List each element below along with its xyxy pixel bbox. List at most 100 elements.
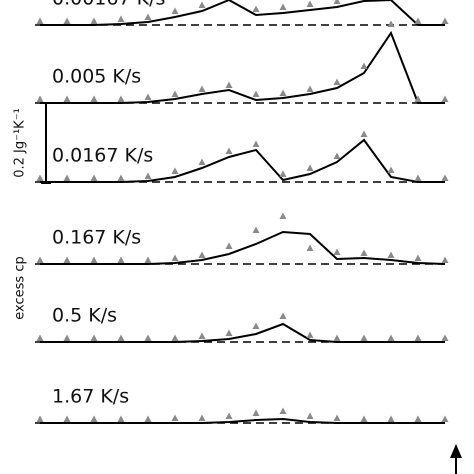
data-marker bbox=[279, 312, 287, 319]
data-marker bbox=[306, 412, 314, 419]
data-marker bbox=[144, 415, 152, 422]
data-marker bbox=[360, 415, 368, 422]
data-marker bbox=[279, 89, 287, 96]
data-marker bbox=[333, 152, 341, 159]
data-marker bbox=[117, 334, 125, 341]
data-marker bbox=[387, 415, 395, 422]
data-marker bbox=[171, 167, 179, 174]
data-marker bbox=[387, 166, 395, 173]
data-marker bbox=[225, 242, 233, 249]
data-marker bbox=[198, 414, 206, 421]
data-marker bbox=[117, 15, 125, 22]
data-marker bbox=[90, 334, 98, 341]
data-marker bbox=[63, 174, 71, 181]
data-marker bbox=[414, 415, 422, 422]
data-marker bbox=[279, 3, 287, 10]
data-marker bbox=[36, 256, 44, 263]
data-marker bbox=[144, 93, 152, 100]
model-curve bbox=[40, 138, 445, 183]
data-marker bbox=[171, 254, 179, 261]
data-marker bbox=[387, 20, 395, 27]
data-marker bbox=[171, 90, 179, 97]
data-marker bbox=[414, 17, 422, 24]
data-marker bbox=[63, 415, 71, 422]
rate-label: 0.167 K/s bbox=[52, 227, 141, 249]
data-marker bbox=[387, 251, 395, 258]
scale-bar-label: 0.2 Jg⁻¹K⁻¹ bbox=[13, 108, 28, 178]
rate-label: 0.5 K/s bbox=[52, 305, 117, 327]
rate-label: 0.005 K/s bbox=[52, 66, 141, 88]
data-marker bbox=[252, 5, 260, 12]
data-marker bbox=[225, 412, 233, 419]
data-marker bbox=[171, 414, 179, 421]
data-marker bbox=[225, 81, 233, 88]
data-marker bbox=[333, 78, 341, 85]
data-marker bbox=[198, 251, 206, 258]
data-marker bbox=[360, 249, 368, 256]
data-marker bbox=[63, 334, 71, 341]
arrow-head bbox=[450, 444, 462, 458]
data-marker bbox=[414, 95, 422, 102]
data-marker bbox=[252, 140, 260, 147]
data-marker bbox=[90, 95, 98, 102]
rate-label: 0.00167 K/s bbox=[52, 0, 165, 10]
data-marker bbox=[360, 130, 368, 137]
data-marker bbox=[306, 244, 314, 251]
rate-label: 0.0167 K/s bbox=[52, 145, 153, 167]
data-marker bbox=[252, 90, 260, 97]
data-marker bbox=[90, 17, 98, 24]
data-marker bbox=[414, 174, 422, 181]
data-marker bbox=[252, 409, 260, 416]
data-marker bbox=[36, 415, 44, 422]
data-marker bbox=[441, 256, 449, 263]
data-marker bbox=[279, 170, 287, 177]
data-marker bbox=[333, 0, 341, 4]
data-marker bbox=[225, 147, 233, 154]
data-marker bbox=[387, 334, 395, 341]
data-marker bbox=[279, 407, 287, 414]
rate-label: 1.67 K/s bbox=[52, 386, 129, 408]
data-marker bbox=[360, 334, 368, 341]
data-marker bbox=[279, 212, 287, 219]
data-marker bbox=[198, 158, 206, 165]
data-marker bbox=[306, 331, 314, 338]
data-marker bbox=[414, 334, 422, 341]
data-marker bbox=[198, 332, 206, 339]
data-marker bbox=[90, 174, 98, 181]
data-marker bbox=[36, 95, 44, 102]
data-marker bbox=[198, 85, 206, 92]
data-marker bbox=[144, 13, 152, 20]
data-marker bbox=[441, 95, 449, 102]
data-marker bbox=[117, 174, 125, 181]
data-marker bbox=[306, 85, 314, 92]
data-marker bbox=[360, 62, 368, 69]
data-marker bbox=[441, 174, 449, 181]
data-marker bbox=[117, 95, 125, 102]
data-marker bbox=[36, 17, 44, 24]
data-marker bbox=[441, 415, 449, 422]
data-marker bbox=[198, 1, 206, 8]
data-marker bbox=[225, 329, 233, 336]
data-marker bbox=[252, 226, 260, 233]
data-marker bbox=[333, 334, 341, 341]
data-marker bbox=[171, 334, 179, 341]
data-marker bbox=[63, 17, 71, 24]
data-marker bbox=[333, 414, 341, 421]
data-marker bbox=[306, 0, 314, 7]
data-marker bbox=[90, 256, 98, 263]
data-marker bbox=[144, 334, 152, 341]
data-marker bbox=[414, 254, 422, 261]
data-marker bbox=[306, 164, 314, 171]
data-marker bbox=[63, 95, 71, 102]
model-curve bbox=[40, 0, 445, 26]
model-curve bbox=[40, 322, 445, 343]
data-marker bbox=[117, 256, 125, 263]
data-marker bbox=[90, 415, 98, 422]
model-curve bbox=[40, 230, 446, 265]
data-marker bbox=[63, 256, 71, 263]
data-marker bbox=[441, 334, 449, 341]
data-marker bbox=[36, 334, 44, 341]
data-marker bbox=[171, 7, 179, 14]
y-axis-label: excess cp bbox=[13, 256, 28, 319]
